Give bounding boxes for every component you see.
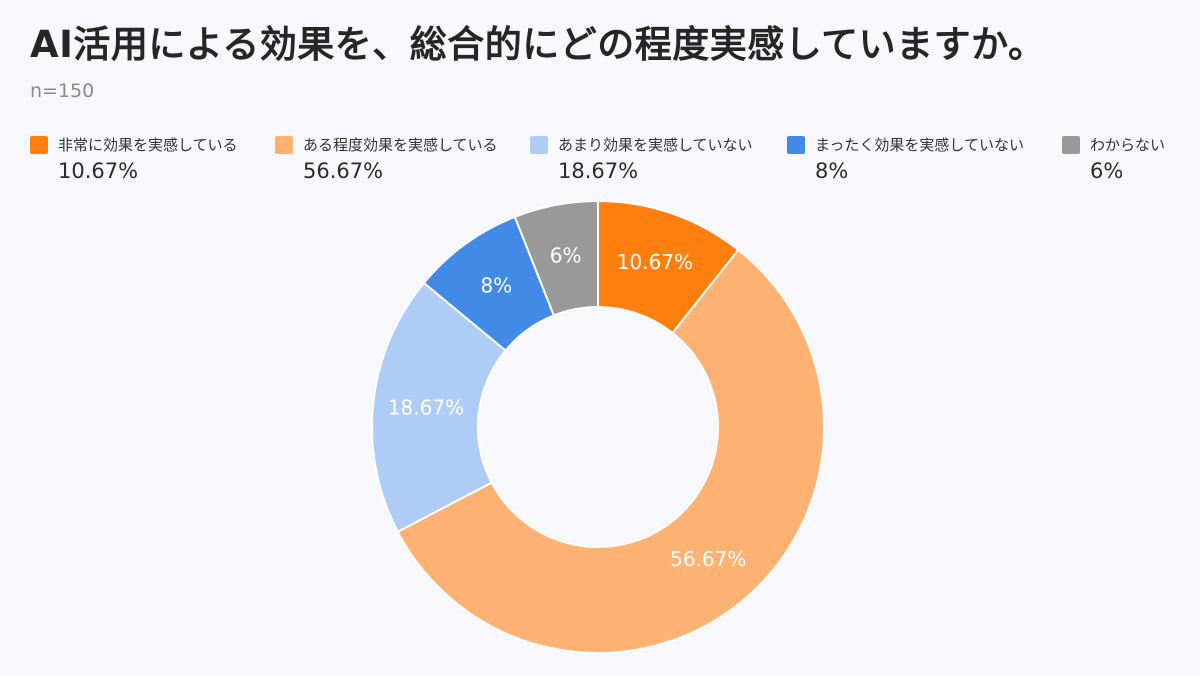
- slice-value-label: 10.67%: [617, 250, 693, 274]
- slice-not-very-effective[interactable]: [371, 281, 507, 534]
- legend-swatch: [787, 136, 805, 154]
- legend-label: わからない: [1090, 136, 1166, 154]
- donut-slices: [371, 199, 825, 654]
- slice-dont-know[interactable]: [513, 199, 599, 317]
- slice-value-label: 18.67%: [388, 395, 464, 419]
- sample-size: n=150: [30, 80, 95, 102]
- legend-value: 10.67%: [58, 159, 139, 183]
- legend-swatch: [1062, 136, 1080, 154]
- legend-swatch: [30, 136, 48, 154]
- slice-value-label: 56.67%: [670, 547, 746, 571]
- legend-swatch: [275, 136, 293, 154]
- legend-label: まったく効果を実感していない: [815, 136, 1024, 154]
- legend-value: 6%: [1090, 159, 1124, 183]
- legend-value: 8%: [815, 159, 849, 183]
- chart-title: AI活用による効果を、総合的にどの程度実感していますか。: [30, 23, 1046, 66]
- donut-slice-labels: 10.67% 56.67% 18.67% 8% 6%: [388, 244, 747, 571]
- legend-value: 18.67%: [558, 159, 639, 183]
- legend: 非常に効果を実感している 10.67% ある程度効果を実感している 56.67%…: [30, 133, 1190, 193]
- slice-somewhat-effective[interactable]: [396, 248, 825, 654]
- legend-label: 非常に効果を実感している: [58, 136, 238, 154]
- slice-value-label: 6%: [550, 244, 582, 268]
- legend-value: 56.67%: [303, 159, 384, 183]
- legend-label: ある程度効果を実感している: [303, 136, 498, 154]
- legend-swatch: [530, 136, 548, 154]
- slice-value-label: 8%: [480, 274, 512, 298]
- legend-label: あまり効果を実感していない: [558, 136, 753, 154]
